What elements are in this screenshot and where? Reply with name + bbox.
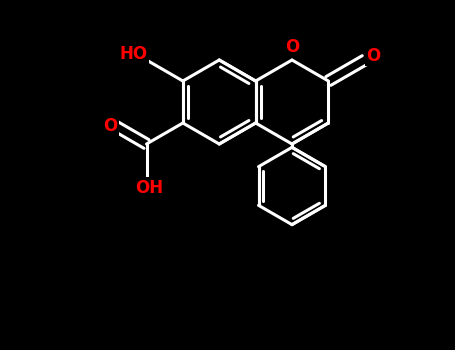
Text: OH: OH [136, 179, 163, 197]
Text: O: O [285, 38, 299, 56]
Text: O: O [103, 117, 118, 135]
Text: O: O [367, 47, 381, 65]
Text: HO: HO [120, 45, 147, 63]
